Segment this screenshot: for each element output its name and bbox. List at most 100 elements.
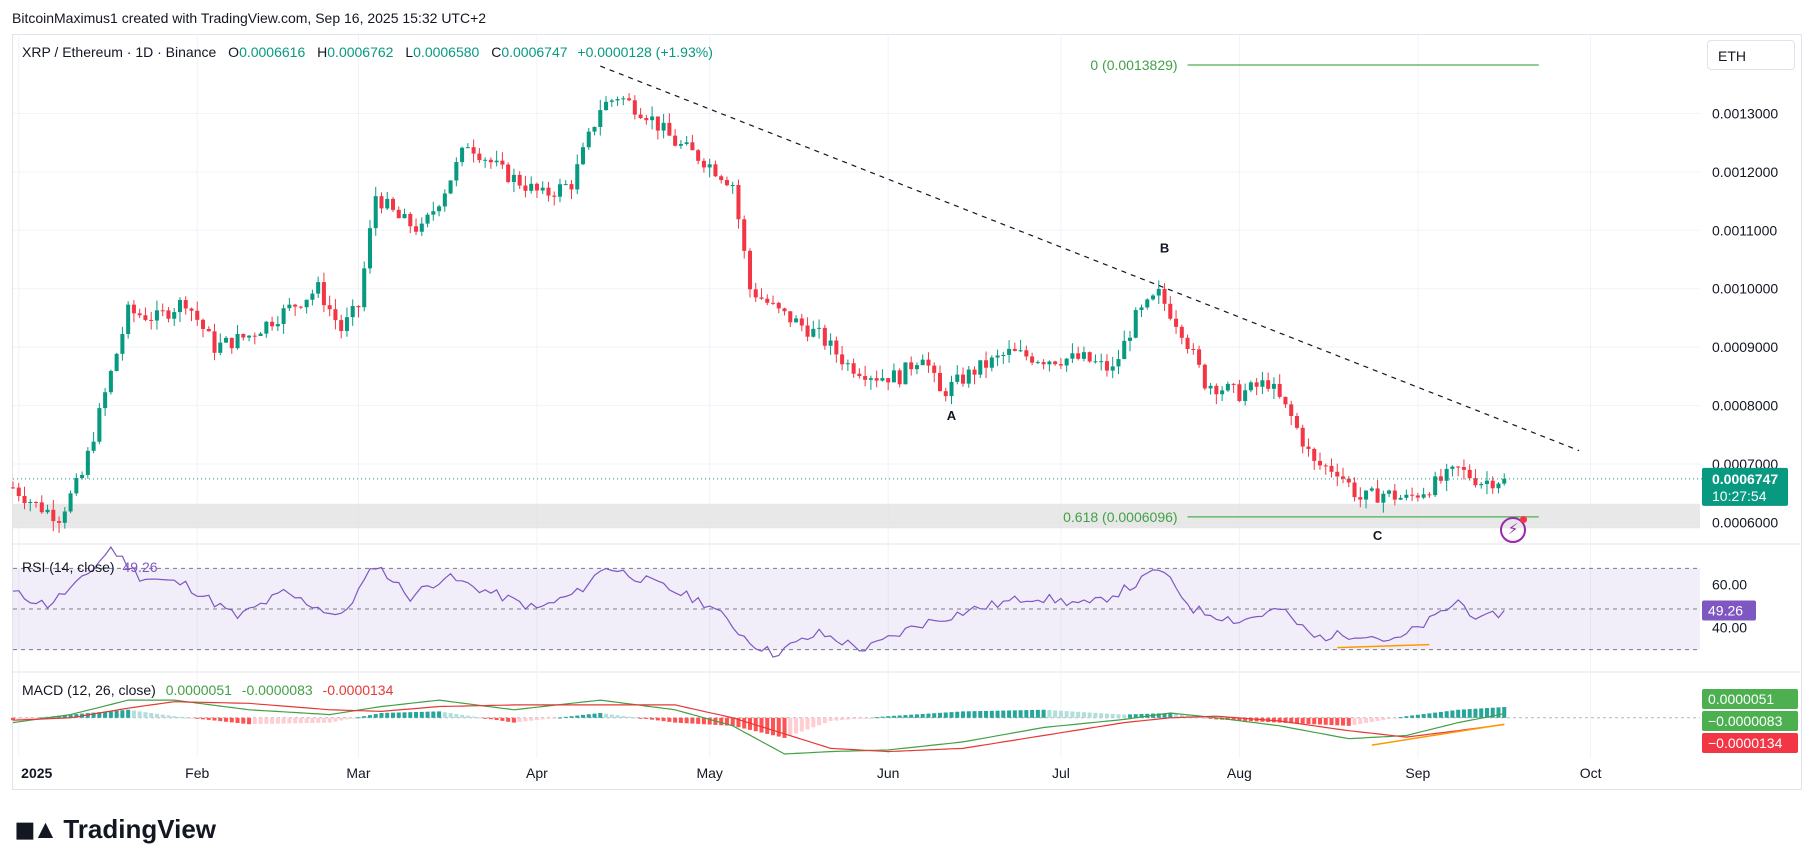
candle-body <box>16 487 21 496</box>
macd-histogram-bar <box>955 711 960 718</box>
macd-histogram-bar <box>1041 709 1046 718</box>
candle-body <box>1202 364 1207 389</box>
macd-histogram-bar <box>909 714 914 718</box>
candle-body <box>103 392 108 409</box>
macd-histogram-bar <box>126 709 131 718</box>
candle-body <box>1047 361 1052 365</box>
candle-body <box>1139 307 1144 311</box>
tradingview-logo-icon: ◼▲ <box>14 814 58 844</box>
signal-line <box>12 701 1505 753</box>
candle-body <box>212 331 217 353</box>
tradingview-brand: ◼▲ TradingView <box>14 814 216 845</box>
candle-body <box>874 378 879 381</box>
symbol-title[interactable]: XRP / Ethereum · 1D · Binance <box>22 44 217 60</box>
unit-selector[interactable]: ETH <box>1707 40 1795 70</box>
macd-badge-value: −0.0000083 <box>1708 713 1783 729</box>
candle-body <box>390 198 396 210</box>
candle-body <box>511 174 516 182</box>
candle-body <box>402 214 407 219</box>
candle-body <box>690 142 695 151</box>
candle-body <box>189 308 194 311</box>
candle-body <box>557 184 562 197</box>
macd-histogram-bar <box>1110 713 1115 718</box>
candle-body <box>995 355 1000 358</box>
candle-body <box>926 359 931 366</box>
wave-label: A <box>947 408 957 423</box>
rsi-title[interactable]: RSI (14, close) <box>22 559 115 575</box>
candle-body <box>1450 466 1455 469</box>
candle-body <box>339 320 344 332</box>
macd-histogram-bar <box>805 717 810 730</box>
macd-legend: MACD (12, 26, close) 0.0000051 -0.000008… <box>22 682 393 698</box>
macd-histogram-bar <box>989 710 994 718</box>
candle-body <box>1225 383 1230 391</box>
macd-histogram-bar <box>811 717 816 728</box>
macd-histogram-bar <box>1024 710 1029 718</box>
macd-histogram-bar <box>794 717 799 734</box>
candle-body <box>1502 478 1507 484</box>
candle-body <box>529 183 534 191</box>
low-value: 0.0006580 <box>413 44 480 60</box>
candle-body <box>1329 465 1334 472</box>
macd-histogram-bar <box>166 715 171 718</box>
macd-histogram-bar <box>1283 717 1288 723</box>
candle-body <box>534 183 539 191</box>
macd-title[interactable]: MACD (12, 26, close) <box>22 682 156 698</box>
candle-body <box>275 324 280 327</box>
candle-body <box>1064 358 1069 366</box>
candle-body <box>166 310 171 319</box>
macd-histogram-bar <box>903 715 908 718</box>
macd-histogram-bar <box>770 717 776 736</box>
candle-body <box>1294 415 1299 428</box>
candle-body <box>34 502 39 504</box>
candle-body <box>1415 495 1420 498</box>
time-tick-label: Jun <box>877 765 900 781</box>
macd-histogram-bar <box>1335 717 1340 726</box>
candle-body <box>373 196 378 229</box>
macd-histogram-bar <box>557 717 562 719</box>
macd-histogram-bar <box>759 717 764 733</box>
support-zone <box>13 503 1700 529</box>
candle-body <box>972 369 977 375</box>
candle-body <box>91 441 96 451</box>
candle-body <box>321 282 326 306</box>
macd-histogram-bar <box>1185 715 1190 718</box>
candle-body <box>287 304 292 309</box>
macd-histogram-bar <box>431 711 436 718</box>
wave-label: B <box>1160 241 1169 256</box>
candle-body <box>414 226 419 232</box>
macd-histogram-bar <box>747 717 752 730</box>
macd-histogram-bar <box>310 717 315 723</box>
candle-body <box>460 147 465 163</box>
macd-histogram-bar <box>972 711 977 718</box>
candle-body <box>304 299 309 308</box>
candle-body <box>759 297 764 299</box>
price-tick-label: 0.0012000 <box>1712 164 1778 180</box>
macd-histogram-bar <box>385 712 390 718</box>
candle-body <box>160 310 165 312</box>
macd-histogram-bar <box>845 717 850 720</box>
macd-histogram-bar <box>1214 717 1219 720</box>
macd-histogram-bar <box>1352 717 1357 725</box>
candle-body <box>937 372 943 392</box>
price-badge-countdown: 10:27:54 <box>1712 488 1767 504</box>
macd-histogram-bar <box>206 717 211 720</box>
macd-histogram-bar <box>506 717 511 722</box>
candle-body <box>1461 467 1466 470</box>
lightning-icon[interactable]: ⚡ <box>1500 516 1527 543</box>
candle-body <box>264 321 269 334</box>
macd-histogram-bar <box>1375 717 1380 722</box>
macd-histogram-bar <box>154 713 159 718</box>
candle-body <box>621 98 626 100</box>
macd-histogram-bar <box>1047 710 1052 718</box>
macd-histogram-bar <box>258 717 263 725</box>
macd-histogram-bar <box>28 717 33 719</box>
macd-histogram-bar <box>91 712 96 718</box>
candle-body <box>707 164 712 168</box>
macd-histogram-bar <box>367 715 372 718</box>
candle-body <box>805 325 810 337</box>
candle-body <box>1479 484 1484 486</box>
chart-attribution: BitcoinMaximus1 created with TradingView… <box>12 10 487 26</box>
